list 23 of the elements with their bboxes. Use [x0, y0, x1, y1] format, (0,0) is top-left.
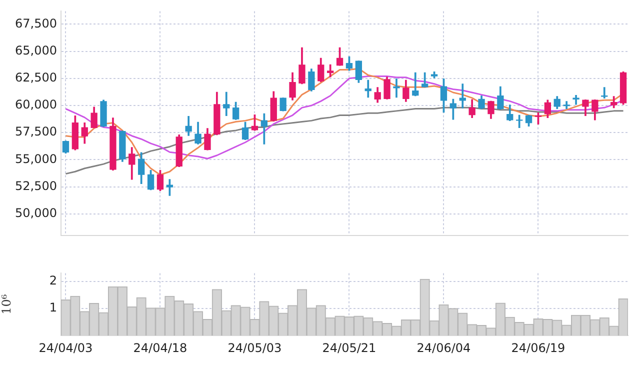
y-tick-label: 2	[49, 273, 57, 288]
candlestick	[393, 78, 400, 98]
x-tick-label: 24/06/19	[511, 340, 566, 355]
y-tick-label: 1	[49, 300, 57, 315]
y-tick-label: 50,000	[15, 206, 57, 220]
y-tick-label: 62,500	[15, 70, 57, 85]
x-tick-label: 24/05/21	[322, 340, 376, 355]
y-tick-label: 60,000	[15, 98, 57, 112]
x-tick-label: 24/06/04	[416, 340, 471, 355]
candlestick	[166, 179, 174, 196]
x-tick-label: 24/05/03	[228, 340, 282, 355]
y-tick-label: 55,000	[15, 152, 57, 166]
y-tick-label: 67,500	[15, 16, 57, 30]
candlestick	[572, 94, 580, 105]
candlestick	[563, 101, 570, 109]
y-tick-label: 65,000	[15, 43, 57, 58]
y-tick-label: 52,500	[15, 178, 57, 193]
y-tick-label: 57,500	[15, 124, 57, 139]
x-tick-label: 24/04/18	[133, 340, 188, 355]
candlestick	[364, 80, 372, 98]
candlestick	[516, 114, 523, 128]
x-tick-label: 24/04/03	[38, 340, 93, 355]
y-axis-title: 10⁶	[0, 294, 14, 314]
